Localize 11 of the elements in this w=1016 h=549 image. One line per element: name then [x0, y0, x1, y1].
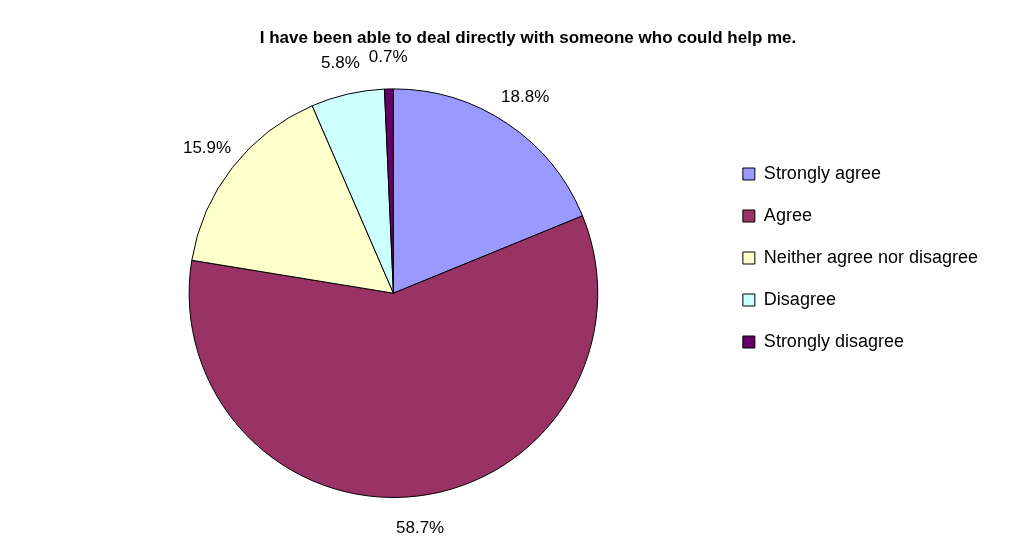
data-label: 5.8%: [321, 52, 360, 72]
legend-label: Disagree: [763, 288, 836, 309]
legend-label: Strongly disagree: [763, 330, 904, 351]
data-label: 58.7%: [396, 517, 445, 537]
legend-label: Agree: [763, 204, 812, 225]
data-label: 0.7%: [368, 46, 408, 66]
data-label: 18.8%: [501, 86, 550, 106]
legend-label: Strongly agree: [763, 162, 881, 183]
legend-label: Neither agree nor disagree: [763, 246, 979, 267]
chart-title: I have been able to deal directly with someone who could help me.: [259, 27, 797, 47]
data-label: 15.9%: [182, 137, 232, 157]
